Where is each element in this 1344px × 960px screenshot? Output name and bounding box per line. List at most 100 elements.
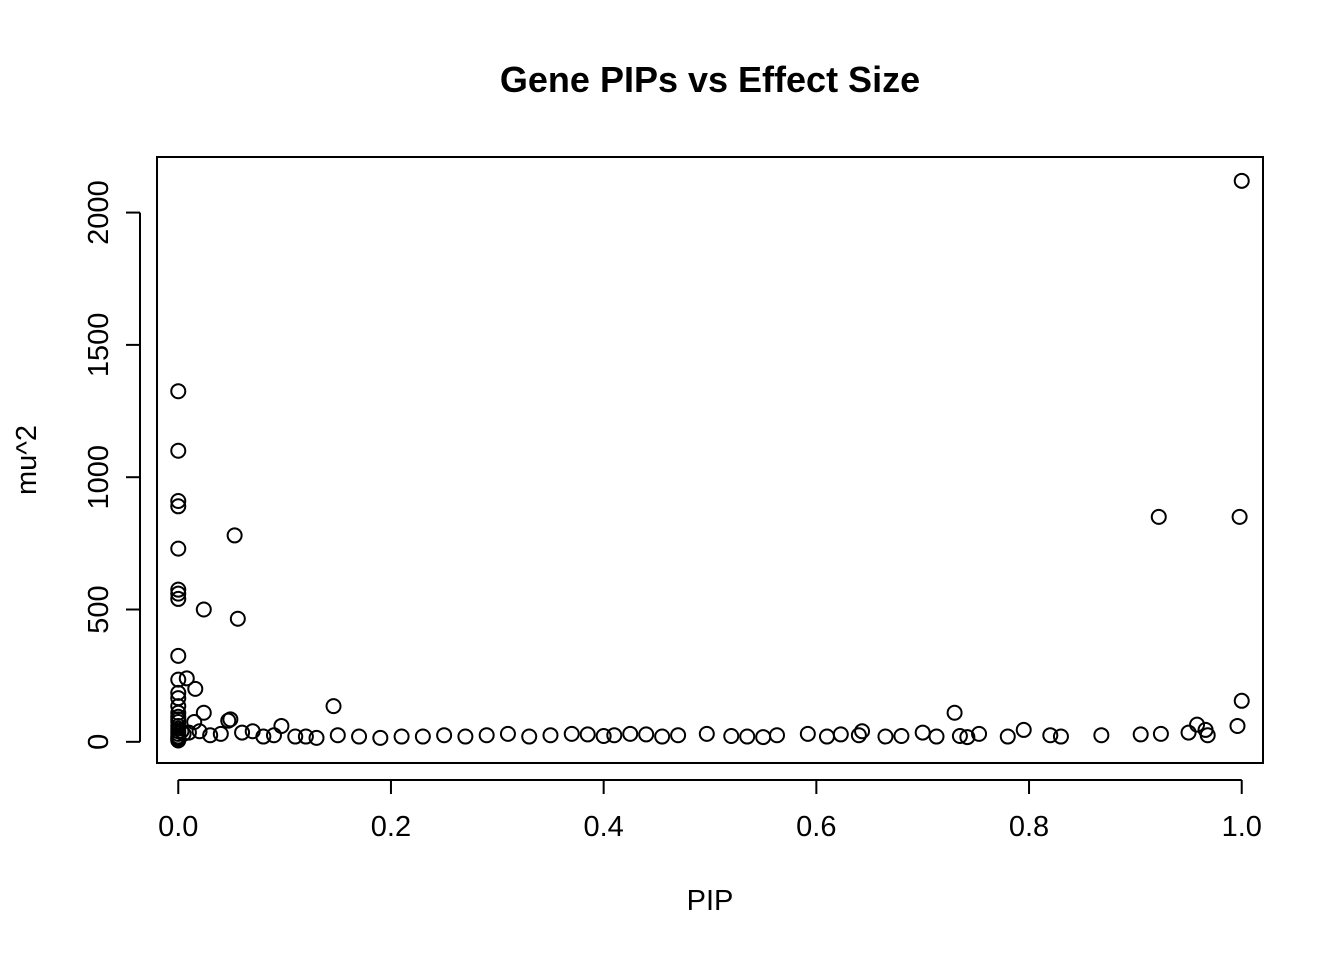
data-point [854,723,871,740]
data-point [768,727,785,744]
data-points [170,172,1250,749]
data-point [1132,726,1149,743]
data-point [393,728,410,745]
data-point [1052,728,1069,745]
data-point [1180,724,1197,741]
data-point [1233,692,1250,709]
data-point [579,726,596,743]
data-point [946,704,963,721]
data-point [928,728,945,745]
data-point [170,383,187,400]
data-point [951,728,968,745]
data-point [414,728,431,745]
data-point [222,711,239,728]
data-point [670,727,687,744]
data-point [739,728,756,745]
data-point [1093,727,1110,744]
x-axis-label: PIP [687,885,734,917]
y-tick-label: 1500 [83,313,115,378]
data-point [499,725,516,742]
data-point [478,727,495,744]
data-point [234,724,251,741]
data-point [914,724,931,741]
data-point [959,729,976,746]
data-point [457,728,474,745]
data-point [799,725,816,742]
data-point [1015,721,1032,738]
data-point [287,728,304,745]
y-tick-label: 500 [83,585,115,633]
y-tick-label: 2000 [83,180,115,245]
data-point [329,727,346,744]
data-point [436,727,453,744]
data-point [178,670,195,687]
data-point [850,727,867,744]
data-point [999,728,1016,745]
data-point [1229,717,1246,734]
data-point [173,723,190,740]
data-point [297,728,314,745]
data-point [308,729,325,746]
plot-frame [156,156,1264,764]
data-point [170,442,187,459]
data-point [723,728,740,745]
data-point [265,727,282,744]
data-point [832,726,849,743]
data-point [170,493,187,510]
data-point [180,724,197,741]
x-tick-label: 0.0 [158,811,198,843]
data-point [1189,716,1206,733]
data-point [971,725,988,742]
data-point [1199,727,1216,744]
data-point [606,727,623,744]
y-axis-label: mu^2 [11,425,43,495]
data-point [542,727,559,744]
data-point [325,698,342,715]
data-point [273,717,290,734]
data-point [226,527,243,544]
data-point [255,728,272,745]
x-tick-label: 0.2 [371,811,411,843]
chart-title: Gene PIPs vs Effect Size [500,59,920,100]
data-point [170,540,187,557]
data-point [1231,508,1248,525]
data-point [170,647,187,664]
data-point [521,728,538,745]
data-point [170,585,187,602]
data-point [212,725,229,742]
data-point [563,725,580,742]
data-point [195,704,212,721]
data-point [622,725,639,742]
data-point [372,729,389,746]
data-point [229,610,246,627]
data-point [191,723,208,740]
x-axis: 0.0 0.2 0.4 0.6 0.8 1.0 [158,779,1262,843]
data-point [202,727,219,744]
data-point [877,728,894,745]
data-point [698,725,715,742]
data-point [595,728,612,745]
data-point [170,498,187,515]
data-point [195,601,212,618]
x-tick-label: 0.6 [796,811,836,843]
data-point [893,728,910,745]
data-point [1152,725,1169,742]
data-point [654,728,671,745]
data-point [170,590,187,607]
x-tick-label: 1.0 [1222,811,1262,843]
data-point [1233,172,1250,189]
x-tick-label: 0.8 [1009,811,1049,843]
data-point [351,728,368,745]
data-point [818,728,835,745]
data-point [755,729,772,746]
data-point [638,726,655,743]
data-point [1150,508,1167,525]
x-tick-label: 0.4 [583,811,623,843]
y-tick-label: 1000 [83,445,115,510]
data-point [1042,727,1059,744]
y-axis: 0 500 1000 1500 2000 [83,180,141,750]
y-tick-label: 0 [83,734,115,750]
data-point [187,680,204,697]
data-point [170,581,187,598]
